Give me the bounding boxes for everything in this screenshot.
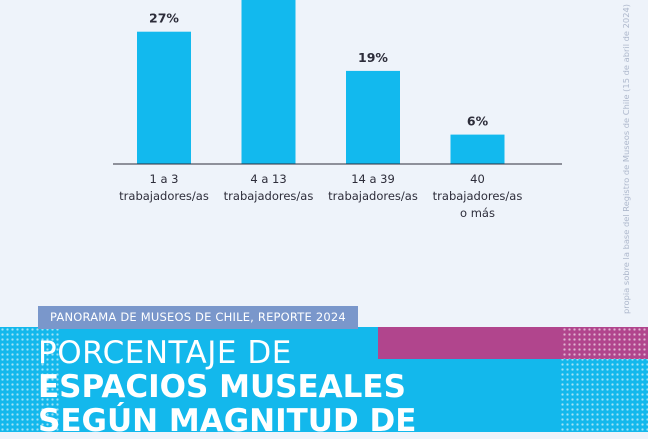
magenta-accent-bar — [378, 327, 562, 359]
bars-group — [137, 0, 505, 165]
category-label-line: trabajadores/as — [119, 189, 209, 203]
category-label-line: 1 a 3 — [150, 172, 179, 186]
category-label-line: trabajadores/as — [433, 189, 523, 203]
bar-chart: 27% 1 a 3 trabajadores/as 4 a 13 trabajadore… — [113, 0, 562, 220]
source-note-container: Elaboración propia sobre la base del Reg… — [619, 4, 633, 314]
category-label-1: 1 a 3 trabajadores/as — [119, 172, 209, 203]
value-label-1: 27% — [149, 11, 179, 26]
bar-3 — [346, 70, 400, 164]
category-label-line: trabajadores/as — [328, 189, 418, 203]
category-label-line: trabajadores/as — [224, 189, 314, 203]
title-line-3: SEGÚN MAGNITUD DE — [38, 403, 417, 439]
title-line-1: PORCENTAJE DE — [38, 335, 292, 371]
dot-pattern-left — [0, 327, 60, 432]
labels-group: 27% 1 a 3 trabajadores/as 4 a 13 trabajadore… — [119, 11, 522, 220]
category-label-2: 4 a 13 trabajadores/as — [224, 172, 314, 203]
category-label-line: 40 — [470, 172, 485, 186]
source-note: Elaboración propia sobre la base del Reg… — [621, 4, 631, 314]
bar-2 — [241, 0, 296, 164]
title-line-2: ESPACIOS MUSEALES — [38, 369, 406, 405]
bar-1 — [137, 31, 191, 165]
magenta-dot-pattern — [562, 327, 648, 359]
report-tag: PANORAMA DE MUSEOS DE CHILE, REPORTE 202… — [38, 306, 358, 329]
category-label-line: 14 a 39 — [351, 172, 395, 186]
value-label-4: 6% — [467, 114, 489, 129]
category-label-4: 40 trabajadores/as o más — [433, 172, 523, 220]
category-label-line: o más — [460, 206, 495, 220]
bar-4 — [450, 134, 505, 164]
category-label-line: 4 a 13 — [250, 172, 286, 186]
category-label-3: 14 a 39 trabajadores/as — [328, 172, 418, 203]
value-label-3: 19% — [358, 50, 388, 65]
